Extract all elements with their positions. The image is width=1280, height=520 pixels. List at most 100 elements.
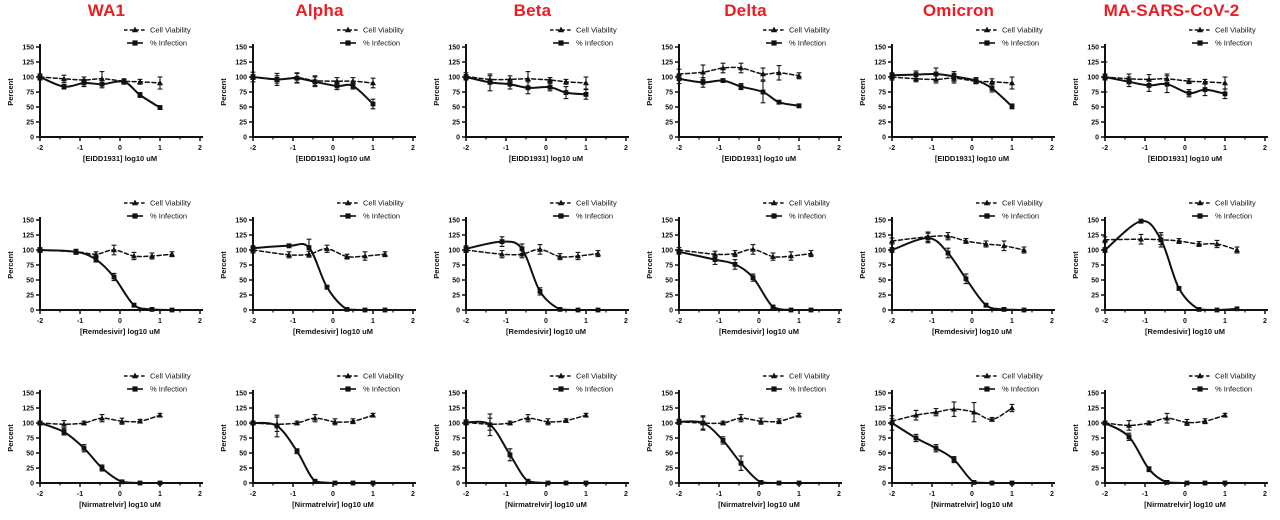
- x-tick-label: 2: [1263, 491, 1267, 498]
- x-tick-label: -2: [675, 145, 681, 152]
- triangle-marker-icon: [536, 246, 543, 252]
- dose-response-chart: 0 25 50 75 100 125 150 -2 -1 0 1 2 [Nirmatrelvir] lo…: [6, 372, 203, 509]
- x-tick-label: -1: [502, 318, 508, 325]
- axes: 0 25 50 75 100 125 150 -2 -1 0 1 2 [Remdesivir] log1…: [219, 217, 416, 336]
- y-tick-label: 0: [456, 135, 460, 142]
- y-axis-label: Percent: [219, 251, 228, 279]
- legend-viability-label: Cell Viability: [1215, 199, 1256, 208]
- square-marker-icon: [983, 213, 990, 219]
- triangle-marker-icon: [1008, 79, 1015, 86]
- triangle-marker-icon: [737, 64, 744, 71]
- square-marker-icon: [73, 249, 78, 255]
- legend-viability-label: Cell Viability: [150, 372, 191, 381]
- square-marker-icon: [1009, 480, 1014, 486]
- axes: 0 25 50 75 100 125 150 -2 -1 0 1 2 [Remdesivir] log1…: [432, 217, 629, 336]
- x-tick-label: -2: [249, 145, 255, 152]
- y-tick-label: 125: [874, 233, 886, 240]
- dose-response-chart: 0 25 50 75 100 125 150 -2 -1 0 1 2 [Remdesivir] log1…: [858, 199, 1055, 336]
- square-marker-icon: [344, 213, 351, 219]
- x-tick-label: 2: [198, 491, 202, 498]
- square-marker-icon: [382, 307, 387, 313]
- square-marker-icon: [758, 480, 763, 485]
- x-axis-label: [EIDD1931] log10 uM: [721, 154, 795, 163]
- square-marker-icon: [487, 80, 492, 85]
- y-tick-label: 50: [26, 278, 34, 285]
- triangle-marker-icon: [770, 26, 777, 33]
- error-bars: [37, 412, 162, 429]
- x-tick-label: -2: [249, 318, 255, 325]
- square-marker-icon: [149, 307, 154, 312]
- y-tick-label: 25: [452, 466, 460, 473]
- x-axis-label: [EIDD1931] log10 uM: [508, 154, 582, 163]
- triangle-marker-icon: [1221, 79, 1228, 86]
- square-marker-icon: [776, 99, 781, 105]
- axes: 0 25 50 75 100 125 150 -2 -1 0 1 2 [Nirmatrelvir] lo…: [432, 390, 629, 509]
- x-tick-label: 0: [1183, 145, 1187, 152]
- error-bars: [1102, 61, 1227, 93]
- square-marker-icon: [889, 247, 894, 253]
- y-tick-label: 50: [665, 451, 673, 458]
- triangle-marker-icon: [1163, 415, 1170, 421]
- y-axis-label: Percent: [6, 424, 15, 452]
- x-tick-label: 1: [797, 491, 801, 498]
- y-tick-label: 100: [448, 75, 460, 82]
- legend: Cell Viability % Infection: [123, 199, 190, 221]
- triangle-marker-icon: [769, 253, 776, 259]
- y-tick-label: 75: [878, 436, 886, 443]
- x-tick-label: -2: [888, 318, 894, 325]
- triangle-marker-icon: [962, 237, 969, 244]
- y-tick-label: 150: [874, 218, 886, 225]
- triangle-marker-icon: [60, 421, 67, 427]
- x-tick-label: 2: [624, 318, 628, 325]
- error-bars: [676, 62, 801, 81]
- axes: 0 25 50 75 100 125 150 -2 -1 0 1 2 [Remdesivir] log1…: [858, 217, 1055, 336]
- y-tick-label: 50: [1091, 451, 1099, 458]
- legend: Cell Viability % Infection: [549, 372, 616, 394]
- triangle-marker-icon: [574, 252, 581, 259]
- square-marker-icon: [274, 77, 279, 82]
- y-tick-label: 75: [26, 90, 34, 97]
- legend: Cell Viability % Infection: [549, 26, 616, 48]
- triangle-marker-icon: [498, 251, 505, 257]
- y-tick-label: 25: [665, 120, 673, 127]
- panel-title: [426, 347, 639, 367]
- x-tick-label: 0: [1183, 318, 1187, 325]
- y-tick-label: 75: [665, 90, 673, 97]
- x-tick-label: -1: [715, 491, 721, 498]
- x-axis-label: [Nirmatrelvir] log10 uM: [79, 500, 161, 509]
- legend-infection-label: % Infection: [1002, 39, 1039, 48]
- y-axis-label: Percent: [1071, 251, 1080, 279]
- x-tick-label: 0: [331, 318, 335, 325]
- panel: 0 25 50 75 100 125 150 -2 -1 0 1 2 [Remdesivir] log1…: [852, 173, 1065, 346]
- x-tick-label: -2: [1101, 318, 1107, 325]
- triangle-marker-icon: [1101, 236, 1108, 243]
- infection-series: [37, 247, 174, 313]
- y-tick-label: 0: [30, 308, 34, 315]
- square-marker-icon: [1102, 74, 1107, 80]
- infection-series: [250, 414, 375, 486]
- x-tick-label: -1: [502, 145, 508, 152]
- panel: 0 25 50 75 100 125 150 -2 -1 0 1 2 [Remdesivir] log1…: [0, 173, 213, 346]
- y-tick-label: 150: [235, 45, 247, 52]
- y-tick-label: 25: [26, 120, 34, 127]
- axes: 0 25 50 75 100 125 150 -2 -1 0 1 2 [Remdesivir] log1…: [1071, 217, 1268, 336]
- axes: 0 25 50 75 100 125 150 -2 -1 0 1 2 [Nirmatrelvir] lo…: [1071, 390, 1268, 509]
- square-marker-icon: [137, 92, 142, 98]
- panel-title: [213, 347, 426, 367]
- square-marker-icon: [700, 420, 705, 426]
- x-tick-label: 1: [1223, 145, 1227, 152]
- square-marker-icon: [157, 105, 162, 110]
- square-marker-icon: [563, 90, 568, 95]
- legend-infection-label: % Infection: [363, 385, 400, 394]
- x-tick-label: -2: [36, 145, 42, 152]
- y-tick-label: 125: [235, 406, 247, 413]
- x-tick-label: 2: [1050, 318, 1054, 325]
- triangle-marker-icon: [912, 412, 919, 418]
- square-marker-icon: [1214, 307, 1219, 313]
- square-marker-icon: [137, 480, 142, 486]
- x-tick-label: 1: [584, 318, 588, 325]
- dose-response-chart: 0 25 50 75 100 125 150 -2 -1 0 1 2 [Nirmatrelvir] lo…: [1071, 372, 1268, 509]
- panel: 0 25 50 75 100 125 150 -2 -1 0 1 2 [Nirmatrelvir] lo…: [1065, 346, 1278, 519]
- viability-series: [36, 244, 175, 261]
- y-tick-label: 125: [22, 406, 34, 413]
